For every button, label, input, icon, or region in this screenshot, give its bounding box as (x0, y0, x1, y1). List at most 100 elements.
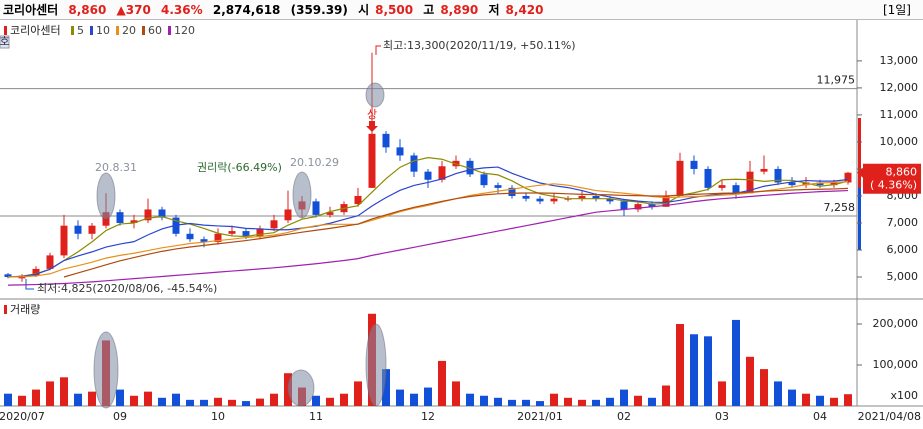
background (0, 20, 923, 429)
volume-bar (802, 393, 810, 406)
volume-bar (466, 393, 474, 406)
candle-body (774, 168, 782, 183)
range-bar-up (858, 118, 861, 188)
volume-bar (46, 381, 54, 406)
candle-body (228, 231, 236, 234)
candle-body (606, 198, 614, 202)
volume-bar (4, 393, 12, 406)
candle-body (634, 204, 642, 210)
volume-bar (60, 377, 68, 406)
candle-body (844, 172, 852, 183)
legend-label: 5 (77, 24, 84, 37)
last-price-pointer (857, 167, 863, 178)
volume-bar (564, 397, 572, 406)
volume-bar (200, 399, 208, 406)
candle-body (690, 160, 698, 169)
candle-body (424, 171, 432, 180)
highlights (93, 82, 387, 409)
change: ▲370 (116, 3, 151, 17)
volume-bar (452, 381, 460, 406)
header: 코리아센터 8,860 ▲370 4.36% 2,874,618 (359.39… (0, 0, 923, 20)
volume-bar (760, 369, 768, 406)
date-annotation: 20.8.31 (95, 161, 137, 174)
volume-bar (18, 395, 26, 406)
limit-up-label: 상 (367, 108, 377, 121)
amount: (359.39) (290, 3, 348, 17)
volume-bar (354, 381, 362, 406)
candle-body (592, 195, 600, 199)
range-bar-down (858, 188, 861, 250)
volume-bar (508, 399, 516, 406)
y-tick-label: 100,000 (873, 358, 919, 371)
volume-bar (410, 393, 418, 406)
candle-body (508, 187, 516, 196)
candle-body (284, 209, 292, 221)
candle-body (74, 225, 82, 234)
candle-body (130, 220, 138, 223)
candle-body (620, 201, 628, 210)
volume-bar (578, 399, 586, 406)
x-tick-label: 2020/07 (0, 410, 45, 423)
volume-bar (158, 397, 166, 406)
volume-bar (746, 356, 754, 406)
candle-body (718, 185, 726, 188)
volume-bar (242, 401, 250, 406)
period: [1일] (882, 3, 911, 17)
volume-bar (536, 401, 544, 406)
candle-body (326, 212, 334, 215)
low: 8,420 (505, 3, 544, 17)
candle-body (648, 204, 656, 207)
candle-body (396, 147, 404, 156)
ma-line (7, 189, 849, 286)
stock-name: 코리아센터 (3, 3, 59, 17)
volume-bar (550, 393, 558, 406)
last-price-label: 8,860 (886, 166, 918, 179)
candle-body (802, 182, 810, 186)
candle-body (438, 166, 446, 180)
legend-label: 코리아센터 (10, 24, 61, 37)
x-tick-label: 04 (813, 410, 827, 423)
legend-label: 거래량 (10, 303, 40, 316)
volume-bar (690, 334, 698, 406)
candle-body (830, 182, 838, 186)
candle-body (550, 198, 558, 202)
side-tag: 호 (0, 35, 10, 48)
volume-bar (144, 391, 152, 406)
low-pointer (25, 279, 34, 290)
volume-bar (494, 397, 502, 406)
open: 8,500 (375, 3, 414, 17)
x-tick-label: 11 (309, 410, 323, 423)
volume-bar (32, 389, 40, 406)
y-tick-label: 7,000 (887, 216, 919, 229)
volume-bar (270, 393, 278, 406)
volume-bar (718, 381, 726, 406)
volume-bar (648, 397, 656, 406)
highlight (93, 331, 119, 409)
y-tick-label: 11,000 (880, 108, 919, 121)
volume-bar (732, 319, 740, 406)
candle-body (32, 268, 40, 276)
legend-label: 60 (148, 24, 162, 37)
volume-bar (662, 385, 670, 406)
volume-bar (704, 336, 712, 406)
candle-body (242, 231, 250, 237)
volume: 2,874,618 (212, 3, 281, 17)
volume-bar (256, 398, 264, 406)
highlight (292, 171, 312, 219)
volume-bar (830, 397, 838, 406)
y-tick-label: 10,000 (880, 135, 919, 148)
volume-bar (438, 360, 446, 406)
candle-body (88, 225, 96, 234)
change-pct: 4.36% (161, 3, 203, 17)
volume-bar (172, 393, 180, 406)
y-tick-label: 13,000 (880, 54, 919, 67)
candle-body (354, 195, 362, 205)
volume-bar (340, 393, 348, 406)
x-tick-label: 03 (715, 410, 729, 423)
volume-bar (774, 381, 782, 406)
volume-bar (214, 397, 222, 406)
legend-label: 20 (122, 24, 136, 37)
volume-bar (116, 389, 124, 406)
x-tick-label: 10 (211, 410, 225, 423)
